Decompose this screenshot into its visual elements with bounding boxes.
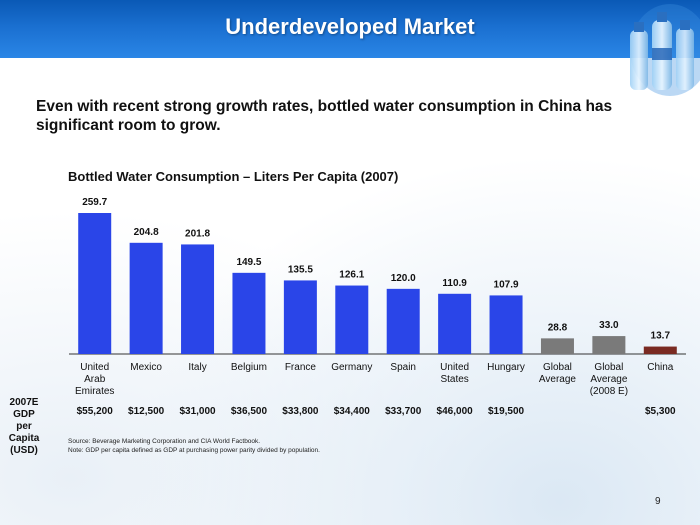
- bar-value-label: 126.1: [339, 270, 364, 281]
- bar-value-label: 204.8: [134, 227, 159, 238]
- gdp-value: $5,300: [644, 406, 676, 417]
- bar-value-label: 28.8: [548, 322, 568, 333]
- category-label: Global: [543, 362, 572, 373]
- slide-subtitle: Even with recent strong growth rates, bo…: [36, 98, 613, 134]
- bar: [335, 285, 369, 354]
- bar-value-label: 201.8: [185, 228, 210, 239]
- gdp-value: $55,200: [76, 406, 113, 417]
- category-label: Italy: [188, 362, 206, 373]
- definition-note: Note: GDP per capita defined as GDP at p…: [68, 447, 320, 454]
- gdp-label-line: per Capita: [8, 421, 40, 444]
- bar-value-label: 135.5: [288, 264, 313, 275]
- category-label: Emirates: [75, 386, 114, 397]
- category-label: Mexico: [130, 362, 162, 373]
- page-title: Underdeveloped Market: [225, 14, 475, 39]
- category-label: Spain: [390, 362, 416, 373]
- bar-value-label: 13.7: [651, 331, 671, 342]
- gdp-row-label: 2007E GDP per Capita (USD): [0, 397, 48, 457]
- title-banner: [0, 0, 700, 58]
- gdp-value: $19,500: [487, 406, 525, 417]
- gdp-label-line: 2007E GDP: [9, 397, 39, 420]
- category-label: China: [647, 362, 674, 373]
- bar: [643, 346, 677, 354]
- bar-value-label: 259.7: [82, 197, 107, 208]
- category-label: Germany: [331, 362, 372, 373]
- gdp-value: $34,400: [333, 406, 370, 417]
- gdp-value: $31,000: [179, 406, 216, 417]
- chart-title: Bottled Water Consumption – Liters Per C…: [68, 169, 399, 184]
- category-label: Belgium: [231, 362, 267, 373]
- bar: [78, 213, 112, 354]
- gdp-value: $36,500: [230, 406, 268, 417]
- category-label: States: [440, 374, 468, 385]
- footnotes: Source: Beverage Marketing Corporation a…: [68, 437, 320, 455]
- bar: [129, 242, 163, 354]
- bar-value-label: 107.9: [494, 279, 519, 290]
- gdp-value: $33,700: [385, 406, 422, 417]
- category-label: Hungary: [487, 362, 525, 373]
- gdp-value: $33,800: [282, 406, 319, 417]
- bar: [592, 336, 626, 354]
- gdp-label-line: (USD): [10, 445, 38, 456]
- category-label: (2008 E): [590, 386, 628, 397]
- category-label: France: [285, 362, 317, 373]
- category-label: United: [440, 362, 469, 373]
- category-label: Global: [594, 362, 623, 373]
- page-number: 9: [655, 496, 661, 507]
- bar-value-label: 149.5: [236, 257, 261, 268]
- bar: [283, 280, 317, 354]
- category-label: Average: [539, 374, 577, 385]
- water-bottles-image: [630, 4, 700, 96]
- bar-value-label: 110.9: [442, 278, 467, 289]
- category-label: Average: [590, 374, 628, 385]
- gdp-value: $12,500: [128, 406, 165, 417]
- bar: [386, 288, 420, 354]
- category-label: United: [80, 362, 109, 373]
- bar: [232, 272, 266, 354]
- gdp-value: $46,000: [436, 406, 473, 417]
- bar: [181, 244, 215, 354]
- bar-value-label: 120.0: [391, 273, 416, 284]
- bar: [540, 338, 574, 354]
- category-label: Arab: [84, 374, 106, 385]
- source-note: Source: Beverage Marketing Corporation a…: [68, 438, 261, 445]
- bar: [438, 293, 472, 354]
- bar: [489, 295, 523, 354]
- bar-value-label: 33.0: [599, 320, 619, 331]
